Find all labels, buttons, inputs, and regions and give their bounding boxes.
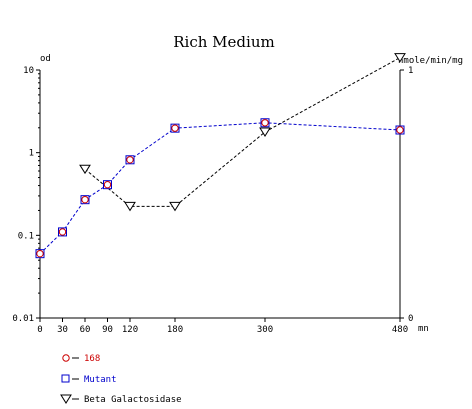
x-tick-label: 30 bbox=[57, 325, 68, 335]
y-left-ticks-group: 0.01 0.1 1 10 bbox=[12, 66, 40, 324]
data-point-168 bbox=[81, 195, 89, 204]
data-point-168 bbox=[261, 119, 269, 127]
legend-marker-circle-icon bbox=[62, 354, 70, 362]
data-point-mutant bbox=[80, 195, 90, 205]
chart-title: Rich Medium bbox=[173, 33, 274, 51]
data-point-beta-galactosidase bbox=[394, 53, 406, 63]
data-point-mutant bbox=[35, 249, 45, 259]
legend-marker-square-icon bbox=[61, 374, 70, 383]
series-line-mutant bbox=[39, 122, 401, 255]
data-point-168 bbox=[396, 126, 404, 134]
y-right-tick-label: 0 bbox=[408, 314, 413, 324]
data-point-168 bbox=[36, 249, 44, 258]
x-tick-label: 60 bbox=[80, 325, 91, 335]
y-left-tick-label: 1 bbox=[29, 149, 34, 159]
legend-item-mutant: Mutant bbox=[61, 374, 117, 385]
x-axis-label: mn bbox=[418, 324, 429, 334]
data-point-mutant bbox=[58, 227, 67, 237]
y-left-tick-label: 0.01 bbox=[12, 314, 34, 324]
legend: 168 Mutant Beta Galactosidase bbox=[60, 354, 182, 405]
y-right-ticks-group: 01 bbox=[400, 66, 413, 324]
x-tick-label: 0 bbox=[37, 325, 42, 335]
series-lines-group bbox=[39, 57, 401, 255]
series-markers-group bbox=[35, 53, 406, 259]
legend-item-168: 168 bbox=[62, 354, 100, 364]
data-point-mutant bbox=[103, 180, 112, 190]
data-point-beta-galactosidase bbox=[79, 164, 91, 175]
y-left-axis-label: od bbox=[40, 54, 51, 64]
data-point-168 bbox=[58, 228, 67, 236]
x-tick-label: 480 bbox=[392, 325, 408, 335]
x-tick-label: 120 bbox=[122, 325, 138, 335]
data-point-mutant bbox=[395, 125, 405, 135]
legend-label-mutant: Mutant bbox=[84, 375, 117, 385]
series-line-beta-galactosidase bbox=[84, 57, 401, 207]
data-point-168 bbox=[171, 124, 179, 132]
data-point-mutant bbox=[170, 123, 180, 133]
x-ticks-group: 0 30 60 90 120 180 300 480 bbox=[37, 318, 408, 335]
y-right-axis-label: nmole/min/mg bbox=[398, 56, 463, 66]
data-point-mutant bbox=[125, 155, 135, 165]
y-left-tick-label: 10 bbox=[23, 66, 34, 76]
data-point-mutant bbox=[260, 118, 270, 128]
legend-marker-triangle-down-icon bbox=[60, 394, 72, 404]
x-tick-label: 300 bbox=[257, 325, 273, 335]
legend-label-168: 168 bbox=[84, 354, 100, 364]
data-point-beta-galactosidase bbox=[124, 201, 136, 212]
data-point-168 bbox=[103, 180, 112, 189]
y-right-tick-label: 1 bbox=[408, 66, 413, 76]
x-tick-label: 180 bbox=[167, 325, 183, 335]
data-point-beta-galactosidase bbox=[169, 201, 181, 212]
data-point-168 bbox=[126, 156, 134, 164]
data-point-beta-galactosidase bbox=[259, 127, 271, 137]
y-left-tick-label: 0.1 bbox=[18, 231, 34, 241]
legend-item-beta-galactosidase: Beta Galactosidase bbox=[60, 394, 182, 405]
legend-label-beta-galactosidase: Beta Galactosidase bbox=[84, 395, 182, 405]
x-tick-label: 90 bbox=[102, 325, 113, 335]
